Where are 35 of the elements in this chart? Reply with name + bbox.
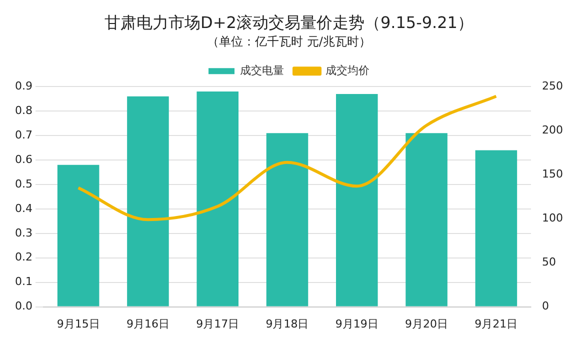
y2-tick-label: 0: [542, 300, 550, 313]
y2-tick-label: 250: [542, 79, 564, 92]
bar: [406, 133, 448, 306]
chart-subtitle: （单位：亿千瓦时 元/兆瓦时）: [207, 34, 371, 49]
bar: [127, 96, 169, 306]
bar: [196, 91, 238, 306]
bar: [475, 150, 518, 306]
legend-label: 成交均价: [326, 64, 370, 77]
x-tick-label: 9月18日: [266, 317, 309, 330]
bar: [266, 133, 308, 306]
legend-label: 成交电量: [240, 64, 284, 77]
y2-tick-label: 150: [542, 168, 564, 181]
y-tick-label: 0.0: [14, 300, 32, 313]
y-tick-label: 0.6: [14, 152, 32, 166]
y-tick-label: 0.5: [14, 177, 32, 190]
chart-title: 甘肃电力市场D+2滚动交易量价走势（9.15-9.21）: [104, 12, 474, 32]
x-tick-label: 9月16日: [126, 317, 170, 330]
y-tick-label: 0.7: [14, 128, 32, 142]
y-tick-label: 0.4: [14, 202, 32, 215]
bar: [57, 164, 100, 306]
x-tick-label: 9月17日: [196, 317, 240, 330]
bar: [336, 94, 378, 306]
y2-tick-label: 100: [542, 212, 564, 225]
y-tick-label: 0.2: [14, 250, 32, 264]
y-tick-label: 0.1: [14, 275, 32, 288]
y-tick-label: 0.9: [14, 79, 32, 92]
y-tick-label: 0.8: [14, 104, 32, 117]
x-tick-label: 9月15日: [56, 317, 100, 330]
y2-tick-label: 200: [542, 124, 564, 136]
x-tick-label: 9月21日: [474, 317, 518, 330]
y2-tick-label: 50: [542, 256, 556, 269]
line-series: [76, 94, 498, 222]
x-tick-label: 9月20日: [405, 317, 448, 330]
y-tick-label: 0.3: [14, 226, 32, 240]
x-tick-label: 9月19日: [335, 317, 378, 330]
